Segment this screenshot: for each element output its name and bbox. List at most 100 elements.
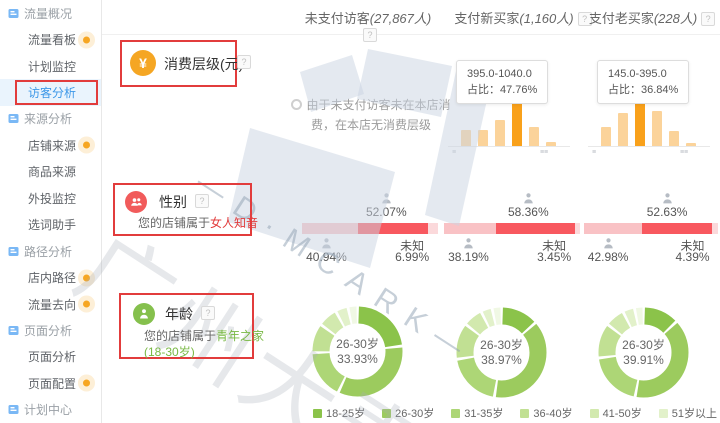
gender-widget-unpaid[interactable]: 52.07% 40.94% 未知 6.99% xyxy=(302,193,438,266)
legend-swatch xyxy=(382,408,392,418)
sidebar-item-label: 外投监控 xyxy=(28,191,77,206)
legend-item[interactable]: 51岁以上 xyxy=(658,405,717,421)
legend-item[interactable]: 36-40岁 xyxy=(520,405,573,421)
unpaid-no-consume-note: 由于未支付访客未在本店消费，在本店无消费层级 xyxy=(286,95,456,135)
sidebar-item-label: 页面分析 xyxy=(24,323,73,338)
help-icon[interactable]: ? xyxy=(701,12,716,26)
sidebar-item-label: 店内路径 xyxy=(28,271,77,286)
bar xyxy=(511,92,522,146)
donut-center-value: 39.91% xyxy=(623,353,664,367)
sidebar-item-label: 商品来源 xyxy=(28,165,77,180)
legend-item[interactable]: 26-30岁 xyxy=(382,405,434,421)
unknown-segment xyxy=(575,223,580,234)
folder-chart-icon xyxy=(8,113,19,124)
sidebar-section-path-analysis[interactable]: 路径分析 xyxy=(0,238,101,264)
donut-slice xyxy=(456,307,547,398)
sidebar-section-traffic-overview[interactable]: 流量概况 xyxy=(0,0,101,26)
legend-label: 36-40岁 xyxy=(533,408,573,420)
unknown-segment xyxy=(712,223,718,234)
sidebar-item-traffic-board[interactable]: 流量看板 xyxy=(0,26,101,52)
notification-dot xyxy=(83,274,90,282)
age-description: 您的店铺属于青年之家 xyxy=(144,327,264,344)
unknown-label: 未知 xyxy=(680,239,705,253)
tooltip-share: 占比：47.76% xyxy=(467,84,538,96)
gender-label-box: 性别 ? 您的店铺属于女人知音 xyxy=(113,183,258,236)
sidebar-item-label: 店铺来源 xyxy=(28,138,77,153)
help-icon[interactable]: ? xyxy=(201,306,215,320)
age-donut-old-buyers[interactable]: 26-30岁 39.91% xyxy=(596,305,691,400)
sidebar-section-source-analysis[interactable]: 来源分析 xyxy=(0,106,101,132)
sidebar-section-plan-center[interactable]: 计划中心 xyxy=(0,397,101,423)
column-count: (1,160人) xyxy=(519,11,574,26)
sidebar-item-instore-path[interactable]: 店内路径 xyxy=(0,264,101,290)
help-icon[interactable]: ? xyxy=(237,55,251,69)
column-header-new-buyers: 支付新买家(1,160人)? xyxy=(453,8,593,27)
notification-dot xyxy=(83,300,90,308)
sidebar-item-label: 流量看板 xyxy=(28,33,77,48)
gender-widget-old-buyers[interactable]: 52.63% 42.98% 未知 4.39% xyxy=(584,193,718,266)
legend-label: 26-30岁 xyxy=(395,408,435,420)
donut-slice xyxy=(312,306,403,397)
sidebar-item-label: 访客分析 xyxy=(28,86,77,101)
sidebar-item-page-config[interactable]: 页面配置 xyxy=(0,370,101,396)
bar xyxy=(634,92,645,146)
x-axis xyxy=(448,146,570,147)
column-name: 支付老买家 xyxy=(588,11,654,26)
folder-chart-icon xyxy=(8,325,19,336)
header-divider xyxy=(102,34,720,35)
sidebar-item-traffic-destination[interactable]: 流量去向 xyxy=(0,291,101,317)
male-segment xyxy=(302,223,358,234)
sidebar-item-label: 流量概况 xyxy=(24,6,73,21)
sidebar-item-shop-source[interactable]: 店铺来源 xyxy=(0,132,101,158)
male-person-icon xyxy=(444,237,493,250)
legend-label: 51岁以上 xyxy=(671,408,717,420)
bar xyxy=(685,143,696,146)
donut-slice xyxy=(456,307,547,398)
help-icon[interactable]: ? xyxy=(195,194,209,208)
help-icon[interactable]: ? xyxy=(363,28,377,42)
bar xyxy=(528,127,539,146)
info-icon xyxy=(291,99,303,110)
legend-item[interactable]: 41-50岁 xyxy=(589,405,642,421)
legend-label: 31-35岁 xyxy=(464,408,504,420)
help-icon[interactable]: ? xyxy=(577,12,592,26)
bar-chart-old-buyers[interactable] xyxy=(592,92,704,146)
sidebar-item-product-source[interactable]: 商品来源 xyxy=(0,159,101,185)
sidebar-section-page-analysis[interactable]: 页面分析 xyxy=(0,317,101,343)
age-donut-new-buyers[interactable]: 26-30岁 38.97% xyxy=(454,305,549,400)
sidebar-item-word-helper[interactable]: 选词助手 xyxy=(0,212,101,238)
bar xyxy=(477,130,488,146)
gender-stacked-bar xyxy=(584,223,718,234)
tooltip-range: 395.0-1040.0 xyxy=(467,68,532,80)
legend-item[interactable]: 18-25岁 xyxy=(313,405,365,421)
bar xyxy=(651,111,662,146)
sidebar-item-visitor-analysis[interactable]: 访客分析 xyxy=(0,79,101,106)
donut-center-value: 38.97% xyxy=(481,353,522,367)
age-donut-unpaid[interactable]: 26-30岁 33.93% xyxy=(310,304,405,399)
sidebar-item-external-monitor[interactable]: 外投监控 xyxy=(0,185,101,211)
sidebar-item-label: 路径分析 xyxy=(24,244,73,259)
folder-chart-icon xyxy=(8,246,19,257)
sidebar-item-plan-monitor[interactable]: 计划监控 xyxy=(0,53,101,79)
bar xyxy=(545,142,556,146)
gender-widget-new-buyers[interactable]: 58.36% 38.19% 未知 3.45% xyxy=(444,193,580,266)
axis-tick-label: ≡ ≡ xyxy=(540,149,548,156)
tooltip-new-buyers: 395.0-1040.0 占比：47.76% xyxy=(456,60,549,104)
donut-chart xyxy=(456,307,547,398)
tooltip-range: 145.0-395.0 xyxy=(608,68,667,80)
column-header-unpaid-visitors: 未支付访客(27,867人)? xyxy=(298,8,438,42)
male-segment xyxy=(584,223,642,234)
female-percent: 52.07% xyxy=(365,205,407,219)
legend-item[interactable]: 31-35岁 xyxy=(451,405,503,421)
female-segment xyxy=(495,223,576,234)
bar xyxy=(460,130,471,146)
unknown-label: 未知 xyxy=(400,239,425,253)
sidebar-item-page-analysis[interactable]: 页面分析 xyxy=(0,344,101,370)
legend-swatch xyxy=(589,408,599,418)
gender-stacked-bar xyxy=(444,223,580,234)
age-range: (18-30岁) xyxy=(144,345,195,359)
donut-center-value: 33.93% xyxy=(337,352,378,366)
donut-center-label: 26-30岁 xyxy=(336,337,379,351)
